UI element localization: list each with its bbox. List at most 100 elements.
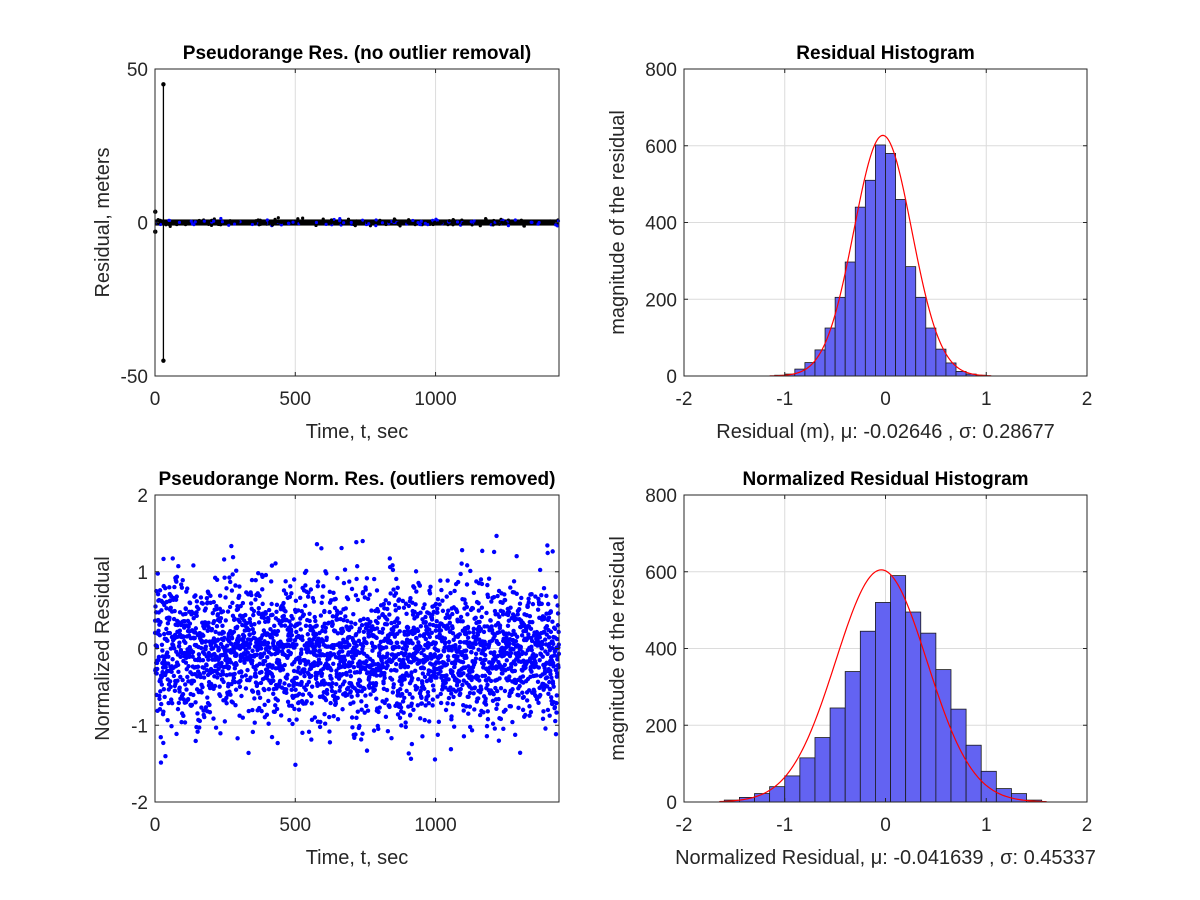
data-point xyxy=(360,218,365,222)
histogram-bar xyxy=(935,348,947,377)
data-point xyxy=(274,602,280,608)
data-point xyxy=(418,624,424,629)
data-point xyxy=(547,713,552,718)
data-point xyxy=(342,679,347,684)
data-point xyxy=(182,219,186,224)
data-point xyxy=(191,616,196,621)
data-point xyxy=(286,683,292,688)
data-point xyxy=(415,628,421,634)
data-point xyxy=(373,644,378,650)
data-point xyxy=(226,664,232,670)
data-point xyxy=(186,679,191,684)
data-point xyxy=(446,695,452,701)
data-point xyxy=(476,608,481,613)
data-point xyxy=(556,665,561,670)
data-point xyxy=(312,614,317,620)
data-point xyxy=(227,575,232,580)
data-point xyxy=(224,643,230,648)
data-point xyxy=(381,601,386,607)
data-point xyxy=(547,679,552,685)
data-point xyxy=(257,593,262,599)
chart-title: Residual Histogram xyxy=(796,43,974,64)
data-point xyxy=(513,662,518,667)
data-point xyxy=(356,688,361,694)
data-point xyxy=(275,698,281,703)
data-point xyxy=(431,688,436,693)
data-point xyxy=(464,604,470,610)
data-point xyxy=(162,694,167,700)
data-point xyxy=(425,640,431,646)
data-point xyxy=(403,651,408,656)
data-point xyxy=(367,592,372,597)
data-point xyxy=(457,644,462,650)
data-point xyxy=(175,222,179,227)
data-point xyxy=(167,218,172,223)
y-tick-label: -50 xyxy=(121,367,148,388)
data-point xyxy=(408,712,413,718)
data-point xyxy=(476,696,481,701)
data-point xyxy=(351,664,357,670)
data-point xyxy=(221,679,226,685)
x-tick-label: 0 xyxy=(880,389,891,410)
data-point xyxy=(322,711,327,717)
data-point xyxy=(247,632,252,637)
data-point xyxy=(475,674,481,679)
data-point xyxy=(498,685,504,691)
histogram-bar xyxy=(844,671,861,803)
data-point xyxy=(159,682,165,687)
data-point xyxy=(343,606,348,611)
data-point xyxy=(209,681,214,687)
data-point xyxy=(203,644,209,649)
data-point xyxy=(306,590,311,595)
y-tick-label: 1 xyxy=(137,563,148,584)
data-point xyxy=(393,603,398,608)
data-point xyxy=(260,574,265,580)
data-point xyxy=(169,669,174,675)
data-point xyxy=(379,630,385,635)
data-point xyxy=(355,693,360,698)
data-point xyxy=(190,222,194,226)
data-point xyxy=(235,736,240,741)
data-point xyxy=(388,591,393,596)
data-point xyxy=(339,641,344,646)
data-point xyxy=(250,648,255,654)
data-point xyxy=(266,616,271,622)
data-point xyxy=(472,659,478,665)
data-point xyxy=(238,658,243,663)
data-point xyxy=(333,221,338,225)
y-tick-label: 0 xyxy=(137,640,148,661)
data-point xyxy=(369,221,374,225)
data-point xyxy=(357,678,363,684)
data-point xyxy=(503,707,508,713)
data-point xyxy=(512,668,518,674)
data-point xyxy=(519,595,524,601)
data-point xyxy=(282,623,288,628)
data-point xyxy=(354,643,359,648)
data-point xyxy=(224,701,229,706)
data-point xyxy=(387,704,392,710)
data-point xyxy=(224,586,229,591)
data-point xyxy=(155,571,160,576)
data-point xyxy=(334,681,339,687)
data-point xyxy=(458,691,463,696)
data-point xyxy=(363,693,368,698)
data-point xyxy=(503,220,507,224)
data-point xyxy=(257,223,261,227)
data-point xyxy=(439,665,444,670)
data-point xyxy=(340,649,345,654)
data-point xyxy=(274,632,279,637)
data-point xyxy=(469,220,473,224)
data-point xyxy=(187,654,192,660)
data-point xyxy=(446,223,450,227)
data-point xyxy=(233,687,239,692)
data-point xyxy=(545,684,550,689)
data-point xyxy=(312,660,317,665)
data-point xyxy=(539,593,544,598)
data-point xyxy=(319,600,324,606)
data-point xyxy=(207,702,212,708)
data-point xyxy=(235,639,241,644)
data-point xyxy=(422,674,428,680)
data-point xyxy=(228,692,233,697)
data-point xyxy=(357,221,361,225)
data-point xyxy=(157,696,162,702)
